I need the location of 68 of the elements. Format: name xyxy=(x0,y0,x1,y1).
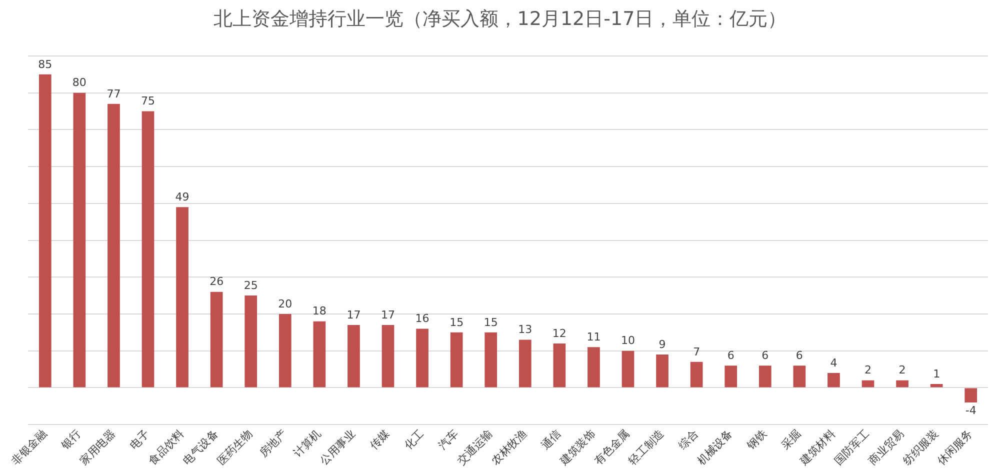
x-tick-label: 非银金融 xyxy=(8,427,50,468)
data-label: 80 xyxy=(72,76,86,90)
x-tick-label: 化工 xyxy=(402,427,426,452)
data-label: 6 xyxy=(727,348,734,362)
chart-title: 北上资金增持行业一览（净买入额，12月12日-17日，单位：亿元） xyxy=(212,7,788,32)
data-label: 77 xyxy=(106,87,121,100)
data-label: 12 xyxy=(552,326,566,340)
bar xyxy=(518,340,532,388)
data-label: 26 xyxy=(210,275,224,288)
x-tick-label: 电子 xyxy=(127,427,152,452)
x-tick-label: 钢铁 xyxy=(744,427,770,453)
x-tick-label: 房地产 xyxy=(256,427,290,460)
data-label: 2 xyxy=(898,364,906,377)
data-label: 85 xyxy=(38,58,52,71)
x-tick-label: 采掘 xyxy=(778,427,804,452)
bar xyxy=(588,347,600,388)
data-label: 6 xyxy=(796,348,803,362)
bar xyxy=(862,380,874,388)
data-label: 15 xyxy=(484,316,498,329)
bar xyxy=(964,388,978,402)
bar xyxy=(553,343,566,388)
data-label: -4 xyxy=(965,404,976,417)
data-label: 13 xyxy=(518,323,532,336)
bar xyxy=(758,366,772,388)
bar xyxy=(690,362,703,388)
bar xyxy=(896,380,908,388)
bar xyxy=(724,366,738,388)
data-label: 25 xyxy=(244,278,258,292)
bar xyxy=(38,74,52,388)
data-label: 2 xyxy=(864,364,872,377)
bar xyxy=(244,296,258,388)
x-tick-label: 通信 xyxy=(538,427,564,452)
x-tick-label: 汽车 xyxy=(436,427,461,452)
bar xyxy=(828,372,840,388)
bar xyxy=(622,350,634,388)
x-tick-label: 银行 xyxy=(58,427,84,453)
data-label: 18 xyxy=(312,304,326,318)
data-label: 4 xyxy=(830,356,838,370)
data-label: 75 xyxy=(141,94,155,108)
x-tick-label: 综合 xyxy=(676,427,701,452)
data-label: 11 xyxy=(586,330,601,344)
data-label: 20 xyxy=(278,297,292,310)
bar xyxy=(656,354,668,388)
data-label: 49 xyxy=(175,190,190,204)
data-label: 17 xyxy=(381,308,395,322)
bar xyxy=(930,384,943,388)
data-label: 17 xyxy=(346,308,361,322)
data-label: 1 xyxy=(933,367,940,380)
x-tick-label: 传媒 xyxy=(367,427,392,452)
bar xyxy=(108,104,120,388)
bar xyxy=(382,325,394,388)
bar xyxy=(348,325,360,388)
bar xyxy=(73,92,86,388)
bar xyxy=(176,207,188,388)
bar xyxy=(450,332,463,388)
bar xyxy=(484,332,498,388)
data-label: 15 xyxy=(450,316,464,329)
data-label: 7 xyxy=(693,345,700,358)
data-label: 9 xyxy=(658,338,666,351)
bar xyxy=(278,314,292,388)
data-label: 16 xyxy=(415,312,430,326)
bar xyxy=(142,111,154,388)
data-label: 6 xyxy=(762,348,769,362)
bar xyxy=(416,328,428,388)
bar xyxy=(210,292,223,388)
bar xyxy=(793,366,806,388)
data-label: 10 xyxy=(621,334,635,348)
bar xyxy=(313,321,326,388)
